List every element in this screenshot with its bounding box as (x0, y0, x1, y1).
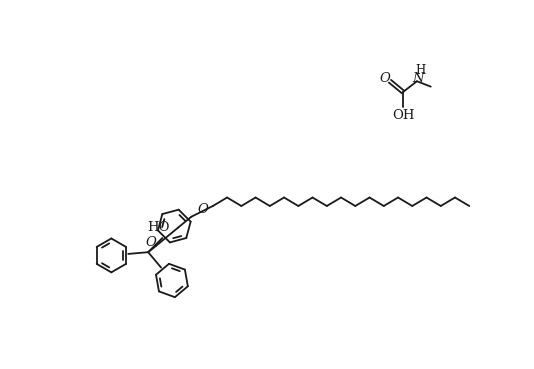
Text: HO: HO (148, 221, 170, 234)
Text: O: O (380, 72, 391, 86)
Text: N: N (412, 72, 423, 86)
Text: O: O (146, 237, 156, 249)
Text: OH: OH (392, 109, 414, 123)
Text: H: H (415, 64, 426, 77)
Text: O: O (198, 203, 208, 216)
